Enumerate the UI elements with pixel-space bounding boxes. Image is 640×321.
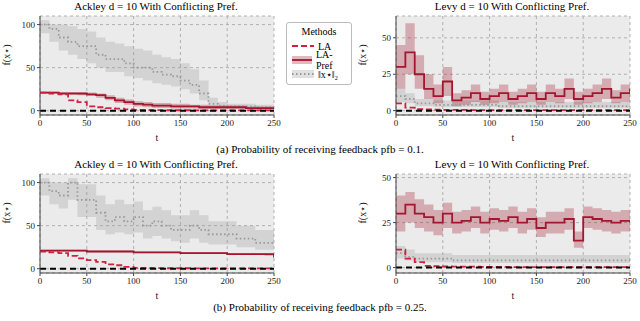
html-text:(a) Probability of receiving f: (a) Probability of receiving feedback pf… xyxy=(216,143,424,155)
svg-text:200: 200 xyxy=(576,118,590,128)
svg-text:50: 50 xyxy=(382,33,392,43)
svg-text:50: 50 xyxy=(26,221,36,231)
svg-text:150: 150 xyxy=(174,276,188,286)
svg-text:t: t xyxy=(156,290,159,299)
html-text:‖x⋆‖₂: ‖x⋆‖₂ xyxy=(318,68,339,80)
svg-text:t: t xyxy=(512,132,515,141)
svg-text:100: 100 xyxy=(483,118,497,128)
svg-text:100: 100 xyxy=(483,276,497,286)
svg-text:50: 50 xyxy=(438,276,448,286)
html-text:Levy d = 10 With Conflicting P: Levy d = 10 With Conflicting Pref. xyxy=(434,0,590,12)
svg-text:100: 100 xyxy=(127,276,141,286)
svg-text:f(x⋆): f(x⋆) xyxy=(357,203,369,224)
html-text:Ackley d = 10 With Conflicting: Ackley d = 10 With Conflicting Pref. xyxy=(74,0,238,12)
svg-text:200: 200 xyxy=(220,118,234,128)
html-text:Levy d = 10 With Conflicting P: Levy d = 10 With Conflicting Pref. xyxy=(434,158,590,170)
svg-text:150: 150 xyxy=(530,118,544,128)
svg-text:250: 250 xyxy=(267,118,281,128)
html-text:Ackley d = 10 With Conflicting: Ackley d = 10 With Conflicting Pref. xyxy=(74,158,238,170)
html-text:(b) Probability of receiving f: (b) Probability of receiving feedback pf… xyxy=(213,301,427,313)
svg-text:25: 25 xyxy=(382,69,392,79)
svg-text:250: 250 xyxy=(623,276,632,286)
svg-text:f(x⋆): f(x⋆) xyxy=(357,45,369,66)
svg-text:50: 50 xyxy=(438,118,448,128)
svg-text:150: 150 xyxy=(530,276,544,286)
svg-text:200: 200 xyxy=(220,276,234,286)
svg-text:f(x⋆): f(x⋆) xyxy=(8,203,13,224)
html-text:Methods: Methods xyxy=(301,26,337,37)
svg-text:50: 50 xyxy=(82,276,92,286)
svg-text:100: 100 xyxy=(127,118,141,128)
svg-text:250: 250 xyxy=(623,118,632,128)
svg-text:f(x⋆): f(x⋆) xyxy=(8,45,13,66)
svg-text:200: 200 xyxy=(576,276,590,286)
html-text:LA: LA xyxy=(318,40,332,52)
svg-text:0: 0 xyxy=(31,106,36,116)
svg-text:50: 50 xyxy=(382,173,392,183)
svg-text:t: t xyxy=(156,132,159,141)
svg-text:0: 0 xyxy=(31,264,36,274)
svg-text:t: t xyxy=(512,290,515,299)
svg-text:100: 100 xyxy=(22,20,36,30)
svg-text:100: 100 xyxy=(22,178,36,188)
svg-text:0: 0 xyxy=(38,276,43,286)
svg-text:250: 250 xyxy=(267,276,281,286)
html-text:LA-Pref: LA-Pref xyxy=(315,49,333,71)
svg-text:50: 50 xyxy=(26,63,36,73)
svg-text:0: 0 xyxy=(394,118,399,128)
svg-text:25: 25 xyxy=(382,218,392,228)
svg-text:0: 0 xyxy=(387,106,392,116)
svg-text:150: 150 xyxy=(174,118,188,128)
svg-text:0: 0 xyxy=(387,263,392,273)
svg-text:0: 0 xyxy=(38,118,43,128)
svg-text:0: 0 xyxy=(394,276,399,286)
svg-text:50: 50 xyxy=(82,118,92,128)
